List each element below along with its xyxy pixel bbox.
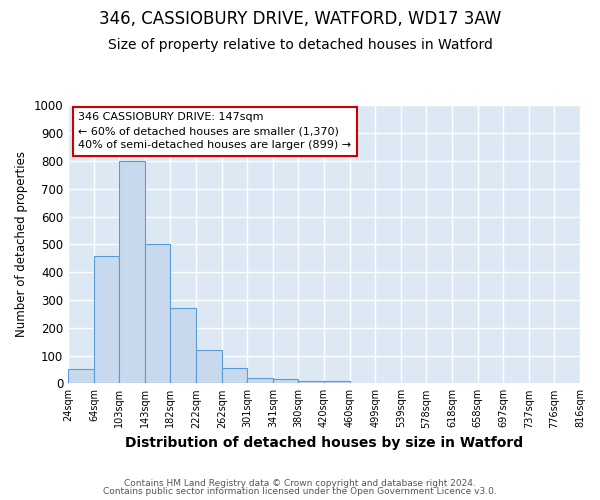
Text: Contains public sector information licensed under the Open Government Licence v3: Contains public sector information licen…: [103, 487, 497, 496]
Bar: [68, 370, 94, 384]
Bar: [119, 161, 145, 384]
Y-axis label: Number of detached properties: Number of detached properties: [15, 152, 28, 338]
Bar: [170, 308, 196, 384]
Bar: [94, 256, 119, 384]
Text: Size of property relative to detached houses in Watford: Size of property relative to detached ho…: [107, 38, 493, 52]
Text: 346, CASSIOBURY DRIVE, WATFORD, WD17 3AW: 346, CASSIOBURY DRIVE, WATFORD, WD17 3AW: [99, 10, 501, 28]
Bar: [324, 381, 350, 384]
Bar: [247, 378, 273, 384]
Bar: [196, 350, 222, 384]
Bar: [273, 379, 298, 384]
X-axis label: Distribution of detached houses by size in Watford: Distribution of detached houses by size …: [125, 436, 523, 450]
Text: 346 CASSIOBURY DRIVE: 147sqm
← 60% of detached houses are smaller (1,370)
40% of: 346 CASSIOBURY DRIVE: 147sqm ← 60% of de…: [78, 112, 352, 150]
Bar: [298, 380, 324, 384]
Text: Contains HM Land Registry data © Crown copyright and database right 2024.: Contains HM Land Registry data © Crown c…: [124, 478, 476, 488]
Bar: [145, 244, 170, 384]
Bar: [222, 368, 247, 384]
